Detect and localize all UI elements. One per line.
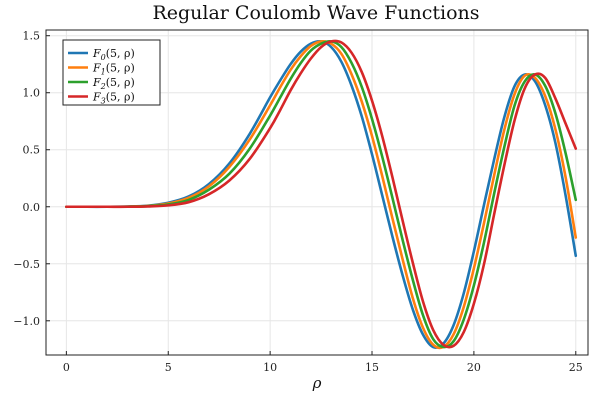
x-tick-label: 25 (569, 361, 583, 374)
x-axis-label: ρ (312, 374, 322, 392)
series-line-f3 (65, 39, 578, 349)
legend-entry: F2(5, ρ) (92, 76, 135, 91)
series-group (65, 39, 578, 350)
legend-entry: F0(5, ρ) (92, 47, 135, 62)
x-tick-label: 5 (165, 361, 172, 374)
series-line-f1 (65, 40, 578, 350)
x-tick-label: 0 (63, 361, 70, 374)
legend: F0(5, ρ)F1(5, ρ)F2(5, ρ)F3(5, ρ) (62, 39, 161, 106)
chart-title: Regular Coulomb Wave Functions (152, 2, 479, 24)
legend-entry: F3(5, ρ) (92, 91, 135, 106)
plot-frame (45, 29, 589, 356)
y-tick-label: −0.5 (13, 258, 40, 271)
y-tick-label: 1.5 (23, 30, 41, 43)
x-tick-label: 15 (365, 361, 379, 374)
legend-entry: F1(5, ρ) (92, 62, 135, 77)
y-tick-label: 1.0 (23, 87, 41, 100)
x-tick-label: 10 (263, 361, 277, 374)
x-axis: 0 5 10 15 20 25 (63, 351, 583, 374)
y-tick-label: −1.0 (13, 315, 40, 328)
series-line-f2 (65, 39, 578, 349)
y-axis: −1.0 −0.5 0.0 0.5 1.0 1.5 (13, 30, 50, 328)
series-line-f0 (65, 39, 578, 349)
y-tick-label: 0.0 (23, 201, 41, 214)
legend-box (62, 39, 161, 106)
y-tick-label: 0.5 (23, 144, 41, 157)
x-tick-label: 20 (467, 361, 481, 374)
